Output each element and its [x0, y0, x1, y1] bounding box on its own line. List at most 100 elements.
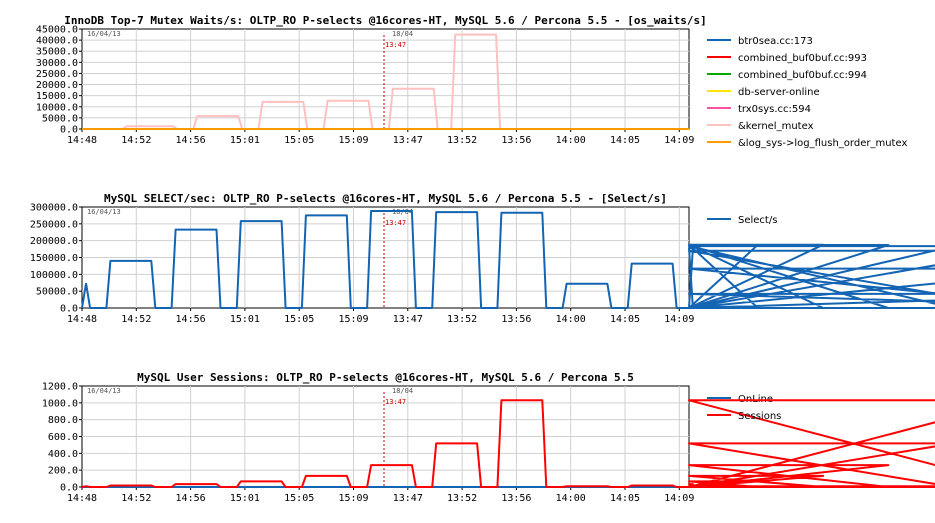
- x-tick-label: 14:52: [121, 493, 151, 504]
- y-tick-label: 15000.0: [36, 91, 78, 102]
- y-tick-label: 800.0: [48, 415, 78, 426]
- series-point: [787, 244, 790, 246]
- x-tick-label: 14:52: [121, 135, 151, 146]
- y-tick-label: 100000.0: [30, 270, 78, 281]
- legend-label: trx0sys.cc:594: [738, 104, 811, 115]
- series-point: [521, 211, 523, 214]
- series-point: [455, 211, 458, 213]
- series-point: [390, 210, 393, 212]
- legend-label: Select/s: [738, 215, 777, 226]
- y-tick-label: 1200.0: [42, 382, 78, 393]
- series-2: [81, 399, 935, 488]
- y-tick-label: 50000.0: [36, 287, 78, 298]
- legend-label: &log_sys->log_flush_order_mutex: [738, 138, 907, 149]
- x-tick-label: 14:09: [664, 493, 694, 504]
- x-tick-label: 14:56: [176, 493, 206, 504]
- x-tick-label: 14:09: [664, 135, 694, 146]
- chart-title: InnoDB Top-7 Mutex Waits/s: OLTP_RO P-se…: [64, 14, 706, 27]
- x-tick-label: 14:09: [664, 314, 694, 325]
- y-tick-label: 30000.0: [36, 58, 78, 69]
- marker-time-label: 13:47: [385, 41, 406, 49]
- x-tick-label: 15:05: [284, 493, 314, 504]
- series-point: [474, 33, 477, 36]
- chart-panel-1: InnoDB Top-7 Mutex Waits/s: OLTP_RO P-se…: [36, 14, 908, 149]
- series-point: [521, 399, 523, 402]
- series-point: [690, 483, 692, 485]
- x-tick-label: 14:56: [176, 135, 206, 146]
- x-tick-label: 14:05: [610, 135, 640, 146]
- x-tick-label: 13:56: [501, 135, 531, 146]
- date-left-label: 16/04/13: [87, 30, 121, 38]
- series-point: [853, 250, 855, 252]
- x-tick-label: 14:52: [121, 314, 151, 325]
- series-point: [130, 260, 132, 262]
- y-tick-label: 250000.0: [30, 219, 78, 230]
- x-tick-label: 15:09: [338, 493, 368, 504]
- series-point: [325, 214, 328, 217]
- date-right-label: 18/04: [392, 387, 413, 395]
- x-tick-label: 14:05: [610, 493, 640, 504]
- series-1: [81, 210, 935, 309]
- series-point: [853, 399, 855, 402]
- legend-label: combined_buf0buf.cc:993: [738, 53, 867, 64]
- x-tick-label: 14:48: [67, 314, 97, 325]
- series-point: [820, 442, 823, 445]
- series-point: [586, 485, 588, 488]
- y-tick-label: 45000.0: [36, 25, 78, 36]
- series-point: [820, 245, 823, 247]
- series-point: [651, 484, 653, 487]
- date-right-label: 18/04: [392, 30, 413, 38]
- x-tick-label: 13:52: [447, 314, 477, 325]
- legend-label: db-server-online: [738, 87, 820, 98]
- legend-label: &kernel_mutex: [738, 121, 814, 132]
- x-tick-label: 13:47: [393, 493, 423, 504]
- series-point: [885, 267, 888, 270]
- y-tick-label: 35000.0: [36, 47, 78, 58]
- y-tick-label: 40000.0: [36, 36, 78, 47]
- x-tick-label: 14:05: [610, 314, 640, 325]
- series-point: [130, 484, 132, 487]
- series-point: [325, 475, 328, 477]
- date-left-label: 16/04/13: [87, 387, 121, 395]
- x-tick-label: 13:56: [501, 493, 531, 504]
- series-point: [412, 88, 415, 90]
- x-tick-label: 14:00: [556, 135, 586, 146]
- x-tick-label: 14:56: [176, 314, 206, 325]
- series-point: [149, 125, 151, 128]
- series-point: [217, 115, 219, 117]
- x-tick-label: 14:48: [67, 493, 97, 504]
- chart-title: MySQL User Sessions: OLTP_RO P-selects @…: [137, 371, 634, 384]
- series-point: [690, 247, 692, 249]
- y-tick-label: 25000.0: [36, 69, 78, 80]
- y-tick-label: 400.0: [48, 449, 78, 460]
- marker-time-label: 13:47: [385, 219, 406, 227]
- series-point: [651, 262, 653, 265]
- x-tick-label: 15:05: [284, 135, 314, 146]
- series-point: [282, 101, 284, 103]
- y-tick-label: 20000.0: [36, 80, 78, 91]
- x-tick-label: 13:47: [393, 314, 423, 325]
- x-tick-label: 14:00: [556, 314, 586, 325]
- chart-panel-2: MySQL SELECT/sec: OLTP_RO P-selects @16c…: [30, 192, 935, 325]
- y-tick-label: 600.0: [48, 432, 78, 443]
- y-tick-label: 0.0: [60, 483, 78, 494]
- series-point: [755, 243, 757, 246]
- legend-label: combined_buf0buf.cc:994: [738, 70, 867, 81]
- legend-label: Sessions: [738, 411, 781, 422]
- y-tick-label: 200.0: [48, 466, 78, 477]
- series-point: [586, 283, 588, 285]
- series-point: [722, 243, 725, 246]
- series-point: [195, 483, 197, 485]
- y-tick-label: 300000.0: [30, 203, 78, 214]
- y-tick-label: 10000.0: [36, 102, 78, 113]
- date-left-label: 16/04/13: [87, 208, 121, 216]
- series-point: [455, 442, 458, 445]
- series-point: [722, 480, 725, 483]
- x-tick-label: 15:01: [230, 135, 260, 146]
- series-point: [918, 293, 920, 295]
- chart-title: MySQL SELECT/sec: OLTP_RO P-selects @16c…: [104, 192, 667, 205]
- y-tick-label: 0.0: [60, 125, 78, 136]
- series-point: [85, 283, 87, 285]
- series-point: [85, 485, 87, 488]
